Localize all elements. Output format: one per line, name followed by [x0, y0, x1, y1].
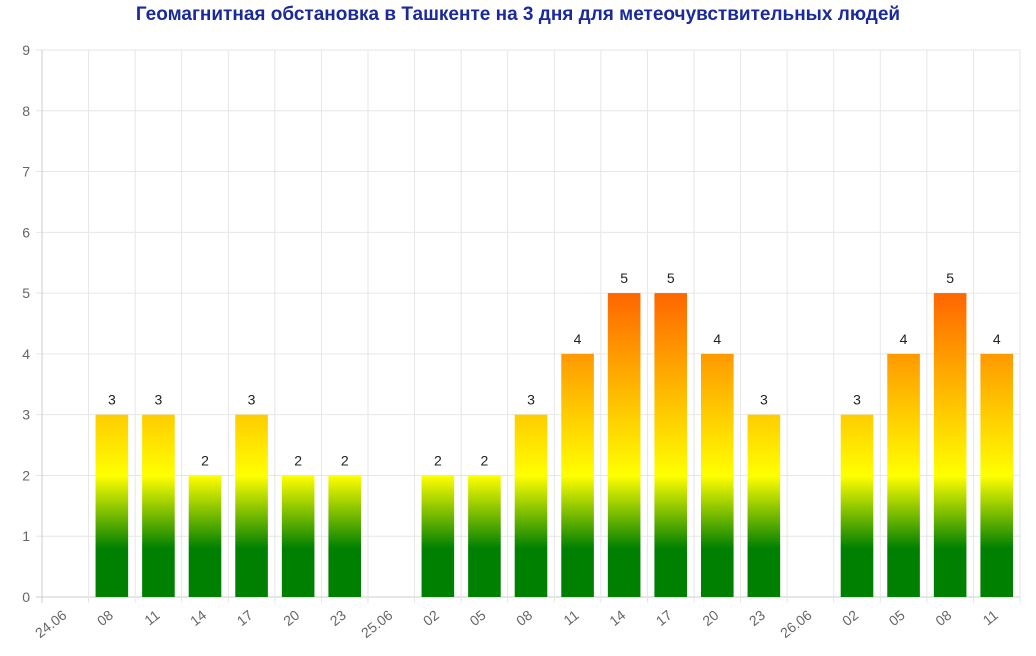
x-tick-label: 14	[187, 607, 209, 629]
bar-value-label: 3	[760, 392, 768, 408]
x-tick-label: 02	[420, 607, 442, 629]
bar-value-label: 3	[108, 392, 116, 408]
bar	[700, 353, 734, 597]
bar-value-label: 5	[620, 270, 628, 286]
data-labels: 3 3 2 3 2 2 2 2 3 4 5 5 4 3 3 4 5 4	[108, 270, 1001, 468]
grid-lines	[36, 49, 1021, 603]
y-tick-label: 9	[22, 42, 30, 58]
x-tick-label: 05	[466, 607, 488, 629]
bar	[142, 414, 175, 597]
bar	[980, 353, 1014, 597]
x-tick-label: 20	[280, 607, 302, 629]
y-tick-label: 8	[22, 103, 30, 119]
bar-value-label: 4	[713, 331, 721, 347]
bar-value-label: 2	[434, 452, 442, 468]
x-tick-label: 17	[234, 607, 256, 629]
x-tick-label: 11	[980, 607, 1001, 629]
y-tick-label: 4	[22, 346, 30, 362]
y-tick-label: 2	[22, 467, 30, 483]
bar	[235, 414, 268, 597]
y-tick-label: 3	[22, 407, 30, 423]
x-tick-label: 08	[932, 607, 954, 629]
bar	[607, 293, 641, 597]
bar-value-label: 4	[574, 331, 582, 347]
x-tick-label: 26.06	[777, 607, 815, 641]
bar-value-label: 3	[248, 392, 256, 408]
y-tick-label: 6	[22, 224, 30, 240]
bar	[933, 293, 967, 597]
x-axis-ticks: 24.06 08 11 14 17 20 23 25.06 02 05 08 11 14 17 20 23 26…	[32, 607, 1001, 641]
bar-value-label: 3	[853, 392, 861, 408]
chart-title: Геомагнитная обстановка в Ташкенте на 3 …	[136, 4, 900, 25]
x-tick-label: 23	[327, 607, 349, 629]
bar-value-label: 3	[155, 392, 163, 408]
bar	[328, 475, 362, 597]
x-tick-label: 23	[746, 607, 768, 629]
bar-value-label: 5	[667, 270, 675, 286]
x-tick-label: 20	[699, 607, 721, 629]
x-tick-label: 05	[886, 607, 908, 629]
bar	[747, 414, 781, 597]
bar-value-label: 2	[481, 452, 489, 468]
bar-value-label: 4	[993, 331, 1001, 347]
bar	[95, 414, 129, 597]
x-tick-label: 25.06	[358, 607, 396, 641]
bar	[421, 475, 455, 597]
x-tick-label: 11	[560, 607, 581, 629]
x-tick-label: 14	[606, 607, 628, 629]
y-tick-label: 0	[22, 589, 30, 605]
bar	[468, 475, 501, 597]
y-axis-ticks: 0 1 2 3 4 5 6 7 8 9	[22, 42, 30, 605]
bar-value-label: 3	[527, 392, 535, 408]
y-tick-label: 7	[22, 164, 30, 180]
y-tick-label: 1	[22, 528, 30, 544]
bar-value-label: 2	[201, 452, 209, 468]
bar	[188, 475, 222, 597]
bar-value-label: 2	[341, 452, 349, 468]
bar-value-label: 5	[946, 270, 954, 286]
x-tick-label: 24.06	[32, 607, 70, 641]
bar	[654, 293, 688, 597]
bar	[887, 353, 920, 597]
bar-value-label: 4	[900, 331, 908, 347]
bar	[514, 414, 548, 597]
bar	[840, 414, 874, 597]
bar	[281, 475, 315, 597]
bar	[561, 353, 594, 597]
x-tick-label: 17	[653, 607, 675, 629]
x-tick-label: 08	[513, 607, 535, 629]
bar-value-label: 2	[294, 452, 302, 468]
bars	[95, 293, 1014, 597]
x-tick-label: 02	[839, 607, 861, 629]
y-tick-label: 5	[22, 285, 30, 301]
x-tick-label: 11	[141, 607, 162, 629]
x-tick-label: 08	[94, 607, 116, 629]
